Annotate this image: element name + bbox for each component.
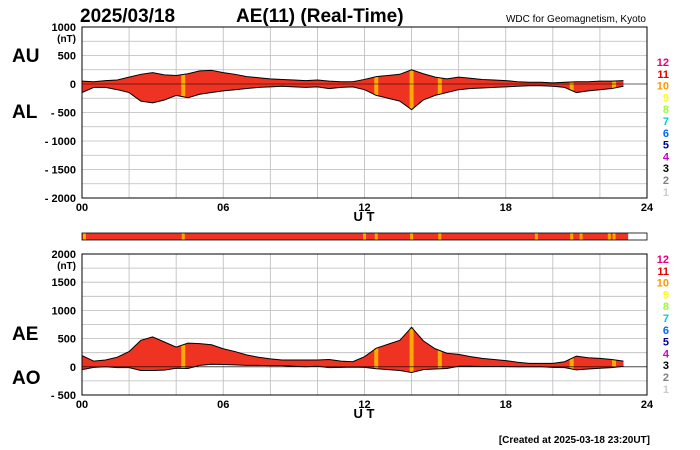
y-tick-label: - 500 [51, 390, 76, 402]
panel-1: 1000 500 0 - 500 - 1000 - 1500 - 2000 (nT) 00 06 1… [12, 22, 654, 224]
envelope-fill [82, 69, 624, 110]
panel-2: 2000 1500 1000 500 0 - 500 (nT) 00 06 12 18 24 U T AE… [12, 249, 654, 421]
level-highlight-stripe [569, 81, 574, 91]
x-tick-label: 06 [217, 202, 229, 214]
level-legend-label: 3 [663, 163, 669, 175]
station-bar-highlight [607, 233, 611, 240]
station-bar-highlight [374, 233, 378, 240]
created-timestamp: [Created at 2025-03-18 23:20UT] [499, 435, 650, 446]
series-line-al [81, 85, 624, 111]
series-line-au [81, 69, 624, 84]
station-bar-highlight [410, 233, 414, 240]
level-highlight-stripe [374, 348, 379, 369]
level-legend-label: 4 [663, 348, 670, 360]
level-legend-label: 4 [663, 151, 670, 163]
level-legend-label: 6 [663, 325, 669, 337]
level-highlight-stripe [612, 81, 617, 89]
level-legend-label: 1 [663, 187, 669, 199]
level-legend-label: 8 [663, 104, 669, 116]
station-bar-highlight [534, 233, 538, 240]
level-legend-label: 3 [663, 360, 669, 372]
index-label-au: AU [12, 46, 39, 67]
y-tick-label: 500 [58, 51, 76, 63]
level-legend-label: 7 [663, 116, 669, 128]
level-highlight-stripe [181, 344, 186, 369]
level-legend-label: 7 [663, 313, 669, 325]
station-bar-highlight [363, 233, 366, 240]
station-bar-highlight [570, 233, 574, 240]
index-title: AE(11) (Real-Time) [236, 6, 404, 27]
level-legend-label: 10 [657, 278, 669, 290]
series-line-ae [81, 326, 624, 364]
station-bar-fill [82, 233, 629, 240]
x-tick-label: 00 [76, 399, 88, 411]
y-unit-label: (nT) [57, 34, 76, 45]
level-legend-label: 9 [663, 289, 669, 301]
station-bar-frame [81, 232, 648, 241]
level-highlight-stripe [569, 358, 574, 369]
y-tick-label: 2000 [52, 249, 76, 261]
x-tick-label: 18 [500, 202, 512, 214]
level-highlight-stripe [374, 76, 379, 96]
x-tick-label: 12 [358, 202, 370, 214]
level-legend-label: 12 [657, 254, 669, 266]
y-tick-label: - 1000 [45, 136, 76, 148]
station-bar-highlight [579, 233, 583, 240]
level-legend-label: 10 [657, 81, 669, 93]
x-tick-label: 18 [500, 399, 512, 411]
level-highlight-stripe [181, 74, 186, 97]
y-tick-label: 500 [58, 334, 76, 346]
source-credit: WDC for Geomagnetism, Kyoto [506, 14, 646, 25]
x-tick-label: 06 [217, 399, 229, 411]
x-axis-label: U T [354, 209, 375, 224]
level-legend-label: 8 [663, 301, 669, 313]
station-bar-highlight [438, 233, 442, 240]
level-legend-label: 11 [657, 266, 669, 278]
y-tick-label: 1500 [52, 277, 76, 289]
y-tick-label: - 500 [51, 108, 76, 120]
y-tick-label: - 1500 [45, 165, 76, 177]
level-legend-label: 2 [663, 372, 669, 384]
plot-frame [81, 26, 648, 199]
station-bar-highlight [82, 233, 86, 240]
panels: 1000 500 0 - 500 - 1000 - 1500 - 2000 (nT) 00 06 1… [12, 22, 654, 421]
station-bar-highlight [612, 233, 616, 240]
y-tick-label: 1000 [52, 305, 76, 317]
x-tick-label: 24 [641, 399, 654, 411]
level-legend-label: 9 [663, 92, 669, 104]
level-highlight-stripe [409, 327, 414, 373]
level-highlight-stripe [437, 77, 442, 95]
y-tick-label: 1000 [52, 22, 76, 34]
date-title: 2025/03/18 [80, 6, 175, 27]
y-unit-label: (nT) [57, 261, 76, 272]
envelope-fill [82, 327, 624, 373]
station-status-bar [81, 232, 648, 241]
x-tick-label: 00 [76, 202, 88, 214]
level-legend-label: 2 [663, 175, 669, 187]
level-legend-label: 5 [663, 337, 669, 349]
index-label-ae: AE [12, 324, 38, 345]
level-highlight-stripe [612, 359, 617, 368]
x-tick-label: 24 [641, 202, 654, 214]
level-highlight-stripe [409, 69, 414, 110]
y-tick-label: 0 [70, 362, 76, 374]
y-tick-label: - 2000 [45, 193, 76, 205]
level-highlight-stripe [437, 350, 442, 369]
station-bar-highlight [181, 233, 185, 240]
level-legend-label: 6 [663, 128, 669, 140]
x-tick-label: 12 [358, 399, 370, 411]
x-axis-label: U T [354, 406, 375, 421]
index-label-al: AL [12, 102, 38, 123]
plot-frame [81, 253, 648, 396]
level-legend-label: 12 [657, 57, 669, 69]
level-legend-label: 5 [663, 140, 669, 152]
level-legend-label: 11 [657, 69, 669, 81]
index-label-ao: AO [12, 368, 41, 389]
y-tick-label: 0 [70, 79, 76, 91]
level-legend-label: 1 [663, 384, 669, 396]
